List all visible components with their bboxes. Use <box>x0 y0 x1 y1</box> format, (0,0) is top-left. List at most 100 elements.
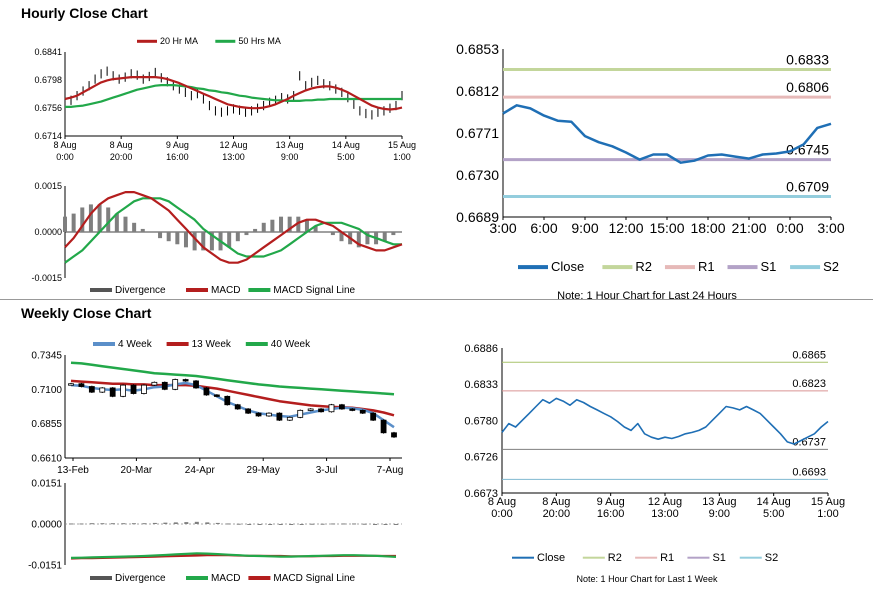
hourly-price-ytick-label: 0.6714 <box>34 131 62 141</box>
weekly-1w-xtick-label: 20:00 <box>543 508 571 520</box>
weekly-candle-body <box>193 380 199 389</box>
weekly-1w-xtick-label: 9:00 <box>709 508 730 520</box>
hourly-24h-xtick-label: 18:00 <box>690 220 725 236</box>
hourly-24h-note: Note: 1 Hour Chart for Last 24 Hours <box>557 290 737 302</box>
hourly-price-xtick-label: 13:00 <box>222 152 245 162</box>
hourly-divergence-bar <box>123 216 128 232</box>
hourly-divergence-bar <box>313 225 318 232</box>
weekly-candle-body <box>224 395 231 406</box>
weekly-candle-body <box>276 412 283 421</box>
hourly-divergence-bar <box>201 232 206 251</box>
weekly-1w-close-line <box>501 397 829 445</box>
hourly-24h-legend-swatch <box>790 265 821 270</box>
weekly-candle-body <box>151 381 158 386</box>
weekly-1w-xtick-label: 9 Aug <box>597 496 625 508</box>
weekly-divergence-bar <box>383 524 388 525</box>
weekly-divergence-bar <box>362 523 367 525</box>
hourly-divergence-bar <box>391 232 396 236</box>
hourly-price-xtick-label: 8 Aug <box>110 140 133 150</box>
hourly-24h-legend-label: S2 <box>823 259 839 274</box>
weekly-1w-xtick-label: 0:00 <box>491 508 512 520</box>
weekly-1w-s2-label: 0.6693 <box>792 466 826 478</box>
hourly-macd-ytick-label: -0.0015 <box>31 273 62 283</box>
weekly-divergence-bar <box>373 524 378 525</box>
hourly-macd-legend-swatch <box>90 288 112 292</box>
weekly-1w-xtick-label: 13:00 <box>651 508 679 520</box>
weekly-candle-body <box>78 383 85 387</box>
weekly-divergence-bar <box>289 524 294 525</box>
weekly-candle-body <box>161 381 168 390</box>
weekly-candle-body <box>245 408 252 414</box>
hourly-macd-legend-swatch <box>186 288 208 292</box>
weekly-price-xtick-label: 3-Jul <box>316 465 338 476</box>
hourly-divergence-bar <box>97 204 102 232</box>
hourly-24h-ytick-label: 0.6689 <box>456 209 499 225</box>
hourly-divergence-bar <box>106 207 111 232</box>
hourly-macd-line <box>64 191 403 264</box>
weekly-divergence-bar <box>236 523 241 525</box>
weekly-price-legend-label: 4 Week <box>118 339 153 350</box>
weekly-price-legend-label: 13 Week <box>192 339 232 350</box>
hourly-24h-r1-label: 0.6806 <box>786 79 829 95</box>
weekly-candle-body <box>203 387 210 396</box>
hourly-24h-r2-label: 0.6833 <box>786 51 829 67</box>
weekly-candle-body <box>255 412 262 417</box>
weekly-divergence-bar <box>152 522 157 524</box>
weekly-divergence-bar <box>184 522 189 524</box>
hourly-divergence-bar <box>244 232 249 236</box>
hourly-divergence-bar <box>287 216 292 232</box>
hourly-divergence-bar <box>166 232 171 242</box>
weekly-1w-r2-label: 0.6865 <box>792 349 826 361</box>
weekly-macd-line <box>70 552 397 559</box>
hourly-divergence-bar <box>304 219 309 232</box>
weekly-1w-xtick-label: 1:00 <box>817 508 838 520</box>
weekly-1w-legend-swatch <box>582 556 605 559</box>
weekly-divergence-bar <box>352 523 357 525</box>
weekly-1w-xtick-label: 16:00 <box>597 508 625 520</box>
hourly-24h-xtick-label: 9:00 <box>571 220 598 236</box>
hourly-24h-xtick-label: 21:00 <box>731 220 766 236</box>
weekly-divergence-bar <box>247 524 252 525</box>
hourly-divergence-bar <box>279 216 284 232</box>
weekly-candle-body <box>359 409 366 414</box>
weekly-1w-xtick-label: 8 Aug <box>488 496 516 508</box>
weekly-1w-xtick-label: 15 Aug <box>811 496 845 508</box>
weekly-1w-legend-label: S1 <box>712 552 725 564</box>
weekly-divergence-bar <box>299 524 304 525</box>
weekly-price-legend-label: 40 Week <box>271 339 311 350</box>
weekly-price-ytick-label: 0.7345 <box>31 351 62 362</box>
hourly-price-ytick-label: 0.6798 <box>34 75 62 85</box>
weekly-price-xtick-label: 13-Feb <box>57 465 89 476</box>
weekly-divergence-bar <box>257 524 262 525</box>
hourly-price-xtick-label: 20:00 <box>110 152 133 162</box>
hourly-price-legend-swatch <box>215 39 236 43</box>
weekly-divergence-bar <box>121 523 126 525</box>
hourly-price-xtick-label: 9 Aug <box>166 140 189 150</box>
weekly-candle-body <box>266 412 272 417</box>
hourly-divergence-bar <box>192 232 197 251</box>
weekly-divergence-bar <box>310 523 315 525</box>
hourly-divergence-bar <box>330 232 335 236</box>
weekly-1w-ytick-label: 0.6673 <box>464 488 498 500</box>
hourly-price-xtick-label: 1:00 <box>393 152 411 162</box>
weekly-divergence-bar <box>163 522 168 524</box>
hourly-divergence-bar <box>80 207 85 232</box>
weekly-candle-body <box>88 386 95 393</box>
weekly-candle-body <box>286 416 293 421</box>
hourly-24h-s1-label: 0.6745 <box>786 142 829 158</box>
weekly-candle-body <box>120 384 126 397</box>
weekly-1w-ytick-label: 0.6886 <box>464 343 498 355</box>
hourly-divergence-bar <box>296 216 301 232</box>
hourly-macd-ytick-label: 0.0015 <box>34 181 62 191</box>
weekly-1w-s1-label: 0.6737 <box>792 436 826 448</box>
hourly-24h-ytick-label: 0.6730 <box>456 167 499 183</box>
weekly-divergence-bar <box>194 521 199 524</box>
hourly-price-legend-label: 50 Hrs MA <box>238 36 281 46</box>
weekly-13wk-line <box>70 379 395 417</box>
weekly-macd-ytick-label: -0.0151 <box>28 561 62 572</box>
weekly-macd-legend-label: MACD Signal Line <box>273 573 355 584</box>
weekly-candle-body <box>370 412 377 421</box>
weekly-price-ytick-label: 0.7100 <box>31 385 62 396</box>
weekly-1w-legend-swatch <box>512 556 534 559</box>
